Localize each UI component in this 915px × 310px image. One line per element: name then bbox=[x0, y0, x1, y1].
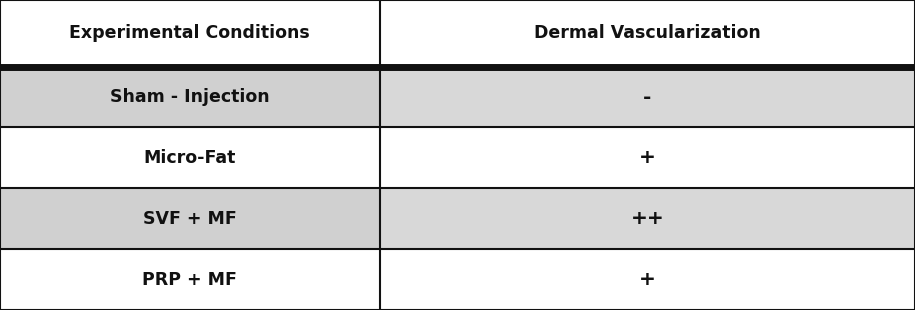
Text: Micro-Fat: Micro-Fat bbox=[144, 149, 236, 167]
Text: Experimental Conditions: Experimental Conditions bbox=[70, 24, 310, 42]
Bar bbox=[0, 127, 380, 188]
Bar bbox=[0, 249, 380, 310]
Bar bbox=[380, 188, 915, 249]
Text: +: + bbox=[639, 148, 656, 167]
Bar bbox=[0, 188, 380, 249]
Text: PRP + MF: PRP + MF bbox=[143, 271, 237, 289]
Text: -: - bbox=[643, 87, 651, 107]
Bar bbox=[0, 67, 380, 127]
Text: Sham - Injection: Sham - Injection bbox=[110, 88, 270, 106]
Bar bbox=[0, 0, 915, 67]
Text: Dermal Vascularization: Dermal Vascularization bbox=[534, 24, 760, 42]
Text: ++: ++ bbox=[630, 209, 664, 228]
Text: SVF + MF: SVF + MF bbox=[143, 210, 237, 228]
Bar bbox=[380, 249, 915, 310]
Text: +: + bbox=[639, 270, 656, 289]
Bar bbox=[380, 127, 915, 188]
Bar bbox=[380, 67, 915, 127]
